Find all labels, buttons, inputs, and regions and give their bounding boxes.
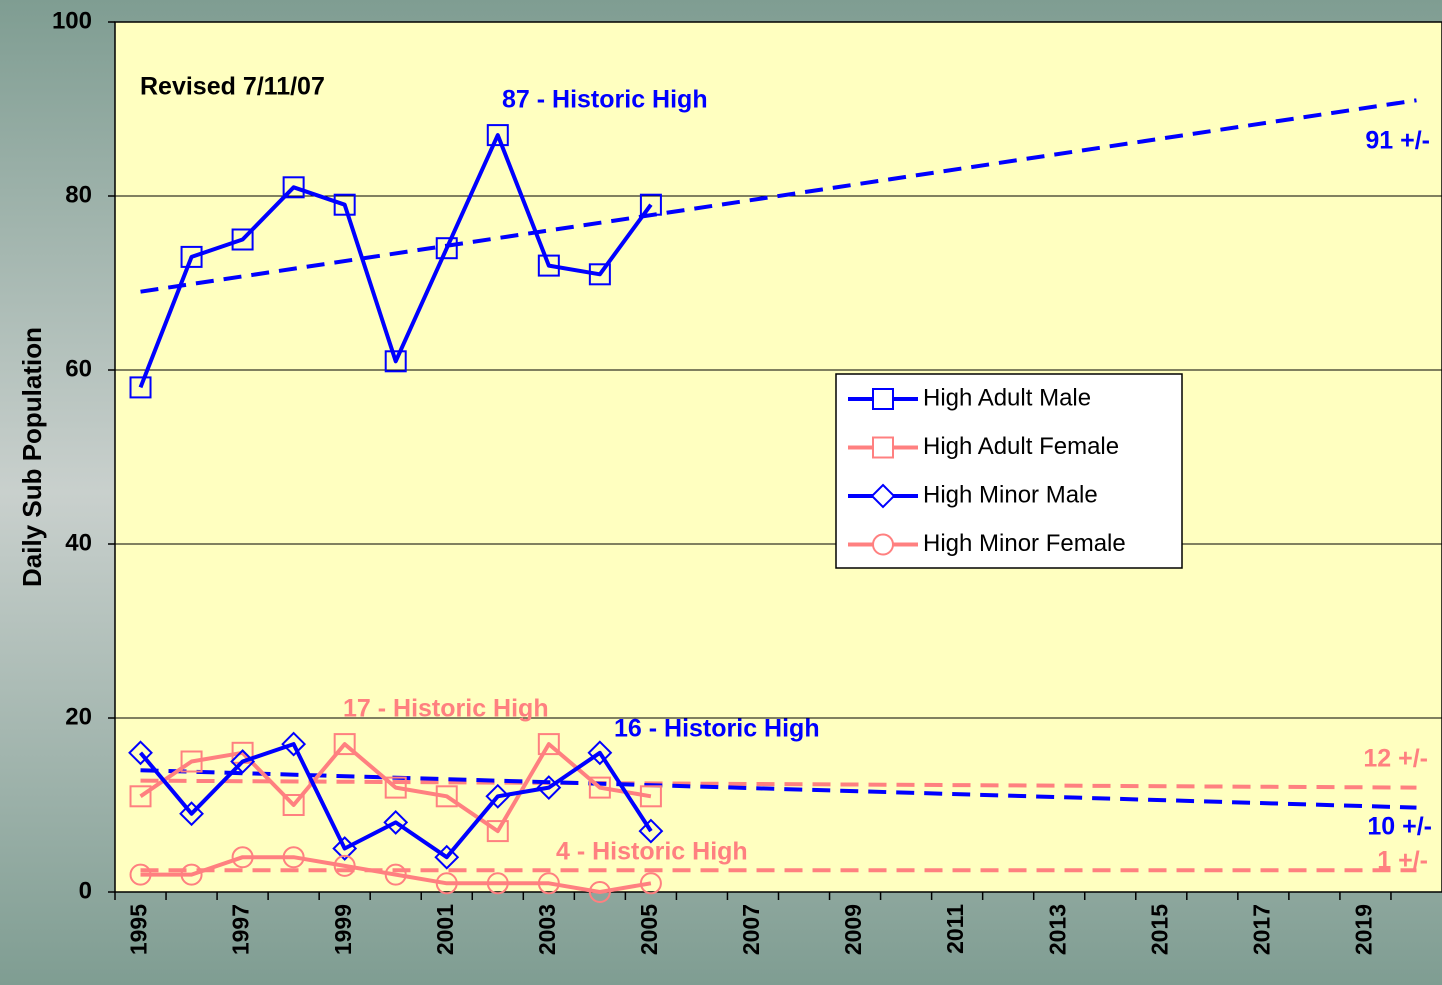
marker [332, 836, 358, 861]
marker [639, 785, 662, 808]
trend-line [140, 768, 1417, 810]
marker [872, 533, 894, 556]
marker [872, 436, 894, 459]
x-tick-label: 1995 [126, 904, 152, 955]
legend-label: High Minor Male [923, 481, 1098, 508]
marker [588, 263, 611, 286]
marker [485, 783, 511, 809]
y-axis-title: Daily Sub Population [17, 327, 47, 587]
x-tick-label: 2009 [840, 904, 866, 955]
trend-line [140, 98, 1417, 294]
marker [638, 818, 664, 844]
x-tick-label: 2013 [1044, 904, 1070, 955]
marker [282, 846, 305, 869]
annotation: 12 +/- [1363, 745, 1428, 773]
annotation: Revised 7/11/07 [140, 73, 325, 101]
marker [333, 193, 356, 216]
marker [639, 193, 662, 216]
legend-label: High Adult Male [923, 384, 1091, 411]
x-tick-label: 2017 [1248, 904, 1274, 955]
marker [537, 733, 560, 756]
x-tick-label: 2015 [1146, 904, 1172, 955]
y-tick-label: 100 [52, 7, 92, 34]
annotation: 16 - Historic High [614, 715, 820, 743]
marker [282, 176, 305, 199]
legend-label: High Adult Female [923, 433, 1119, 460]
trend-line [140, 778, 1417, 790]
annotation: 10 +/- [1367, 813, 1432, 841]
marker [180, 245, 203, 268]
series-line [139, 742, 652, 834]
marker [870, 483, 896, 509]
marker [129, 785, 152, 808]
marker [129, 863, 152, 886]
series-line [138, 742, 653, 860]
marker [333, 854, 356, 877]
annotation: 4 - Historic High [556, 838, 748, 866]
marker [486, 820, 509, 843]
marker [231, 228, 254, 251]
annotation: 87 - Historic High [502, 86, 708, 114]
marker [872, 388, 894, 410]
marker [486, 124, 509, 147]
annotation: 91 +/- [1365, 127, 1430, 155]
marker [383, 809, 409, 835]
x-tick-label: 2019 [1351, 904, 1377, 955]
marker [179, 801, 204, 827]
plot-area [114, 21, 1442, 893]
y-tick-label: 20 [65, 703, 92, 730]
x-tick-label: 1997 [228, 904, 254, 955]
x-tick-label: 2003 [534, 904, 560, 955]
marker [435, 237, 458, 260]
y-tick-label: 0 [79, 877, 92, 904]
marker [180, 863, 203, 886]
marker [588, 776, 611, 799]
marker [435, 872, 458, 895]
marker [129, 376, 152, 399]
marker [128, 740, 153, 766]
marker [588, 881, 611, 903]
marker [639, 872, 662, 895]
marker [282, 794, 305, 816]
legend-label: High Minor Female [923, 530, 1126, 557]
marker [587, 740, 613, 766]
x-tick-label: 2001 [432, 904, 458, 955]
marker [435, 785, 458, 808]
x-tick-label: 2011 [942, 904, 968, 954]
marker [537, 254, 560, 277]
y-tick-label: 60 [65, 355, 92, 382]
x-tick-label: 2005 [636, 904, 662, 955]
marker [384, 863, 407, 886]
marker [536, 775, 562, 801]
marker [434, 844, 460, 870]
annotation: 1 +/- [1377, 847, 1428, 875]
marker [384, 350, 407, 373]
marker [231, 846, 254, 869]
legend: High Adult Male High Adult Female High Min… [835, 373, 1183, 569]
series-line [140, 855, 652, 894]
annotation: 17 - Historic High [343, 695, 549, 723]
marker [180, 750, 203, 773]
x-tick-label: 2007 [738, 904, 764, 955]
y-tick-label: 80 [65, 181, 92, 208]
marker [486, 872, 509, 895]
marker [281, 731, 307, 757]
marker [384, 776, 407, 799]
series-line [138, 133, 653, 389]
x-tick-label: 1999 [330, 904, 356, 955]
marker [537, 872, 560, 895]
marker [333, 733, 356, 756]
marker [230, 749, 256, 774]
y-tick-label: 40 [65, 529, 92, 556]
